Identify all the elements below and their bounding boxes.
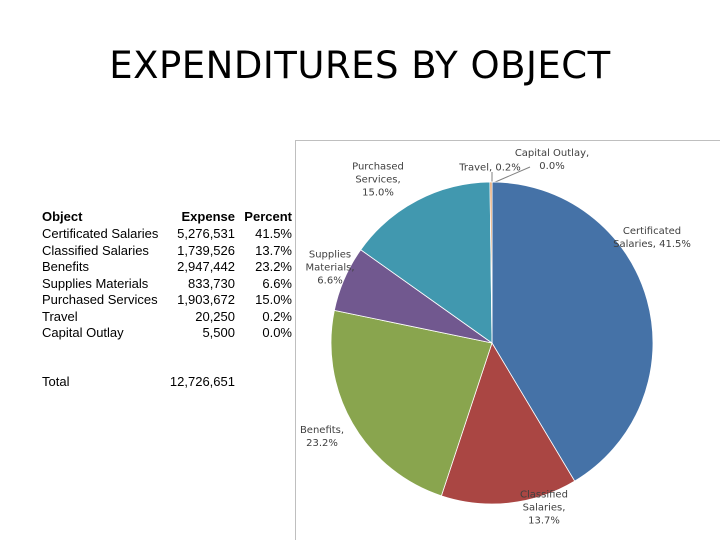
pie-slice	[330, 309, 493, 497]
data-label: Classified Salaries, 13.7%	[520, 489, 568, 527]
table-cell: 13.7%	[255, 242, 292, 258]
table-cell: 5,500	[202, 325, 235, 340]
data-label: Benefits, 23.2%	[299, 425, 345, 449]
pie-slice	[491, 181, 654, 482]
table-cell: 20,250	[195, 308, 235, 324]
table-cell: 0.0%	[262, 325, 292, 340]
leader-line	[492, 166, 531, 184]
data-label: Purchased Services, 15.0%	[352, 161, 404, 199]
table-header: Object	[42, 209, 83, 224]
pie-slice	[440, 342, 576, 505]
table-cell: Certificated Salaries	[42, 226, 159, 241]
table-total: 12,726,651	[169, 374, 235, 389]
data-label: Capital Outlay, 0.0%	[514, 148, 590, 172]
table-cell: 0.2%	[262, 308, 292, 324]
table-cell: Capital Outlay	[42, 325, 124, 340]
table-cell: 15.0%	[255, 292, 292, 307]
table-cell: 41.5%	[255, 226, 292, 241]
table-cell: Classified Salaries	[42, 242, 149, 258]
table-header: Expense	[181, 209, 235, 224]
table-cell: Purchased Services	[42, 292, 158, 307]
table-cell: Supplies Materials	[42, 275, 149, 291]
table-cell: 2,947,442	[177, 259, 235, 274]
slide-title: EXPENDITURES BY OBJECT	[109, 44, 611, 87]
table-total: Total	[42, 374, 70, 389]
data-label: Travel, 0.2%	[459, 162, 521, 174]
data-label: Supplies Materials, 6.6%	[305, 249, 355, 287]
table-cell: 833,730	[188, 275, 235, 291]
table-cell: Travel	[42, 308, 78, 324]
table-cell: 6.6%	[262, 275, 292, 291]
table-cell: Benefits	[42, 259, 89, 274]
table-cell: 1,739,526	[177, 242, 235, 258]
chart-border	[295, 140, 720, 540]
pie-slice	[360, 181, 493, 344]
table-cell: 23.2%	[255, 259, 292, 274]
table-header: Percent	[244, 209, 292, 224]
table-cell: 5,276,531	[177, 226, 235, 241]
table-cell: 1,903,672	[177, 292, 235, 307]
data-label: Certificated Salaries, 41.5%	[613, 226, 691, 250]
